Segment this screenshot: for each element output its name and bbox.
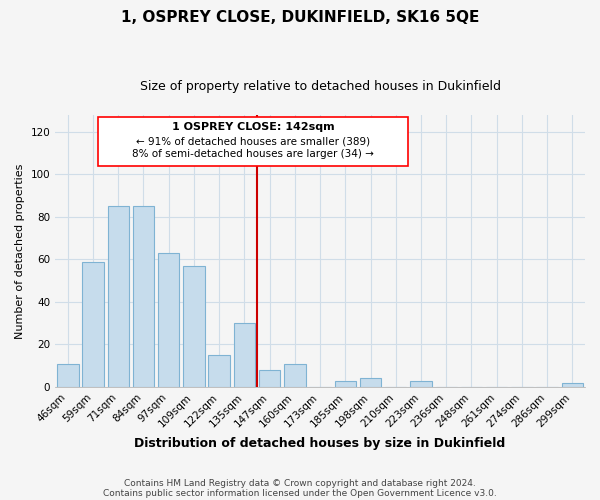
Bar <box>57 364 79 387</box>
Bar <box>183 266 205 387</box>
Title: Size of property relative to detached houses in Dukinfield: Size of property relative to detached ho… <box>140 80 500 93</box>
Bar <box>133 206 154 387</box>
Bar <box>335 380 356 387</box>
Text: Contains HM Land Registry data © Crown copyright and database right 2024.: Contains HM Land Registry data © Crown c… <box>124 478 476 488</box>
Bar <box>562 382 583 387</box>
Bar <box>107 206 129 387</box>
Bar <box>208 355 230 387</box>
Bar <box>410 380 432 387</box>
X-axis label: Distribution of detached houses by size in Dukinfield: Distribution of detached houses by size … <box>134 437 506 450</box>
Text: 1, OSPREY CLOSE, DUKINFIELD, SK16 5QE: 1, OSPREY CLOSE, DUKINFIELD, SK16 5QE <box>121 10 479 25</box>
Bar <box>233 323 255 387</box>
Bar <box>284 364 305 387</box>
Text: 8% of semi-detached houses are larger (34) →: 8% of semi-detached houses are larger (3… <box>132 149 374 159</box>
Text: ← 91% of detached houses are smaller (389): ← 91% of detached houses are smaller (38… <box>136 136 370 146</box>
Bar <box>259 370 280 387</box>
Y-axis label: Number of detached properties: Number of detached properties <box>15 164 25 338</box>
Text: 1 OSPREY CLOSE: 142sqm: 1 OSPREY CLOSE: 142sqm <box>172 122 335 132</box>
Bar <box>82 262 104 387</box>
Bar <box>158 253 179 387</box>
Bar <box>360 378 381 387</box>
Bar <box>98 117 409 166</box>
Text: Contains public sector information licensed under the Open Government Licence v3: Contains public sector information licen… <box>103 488 497 498</box>
